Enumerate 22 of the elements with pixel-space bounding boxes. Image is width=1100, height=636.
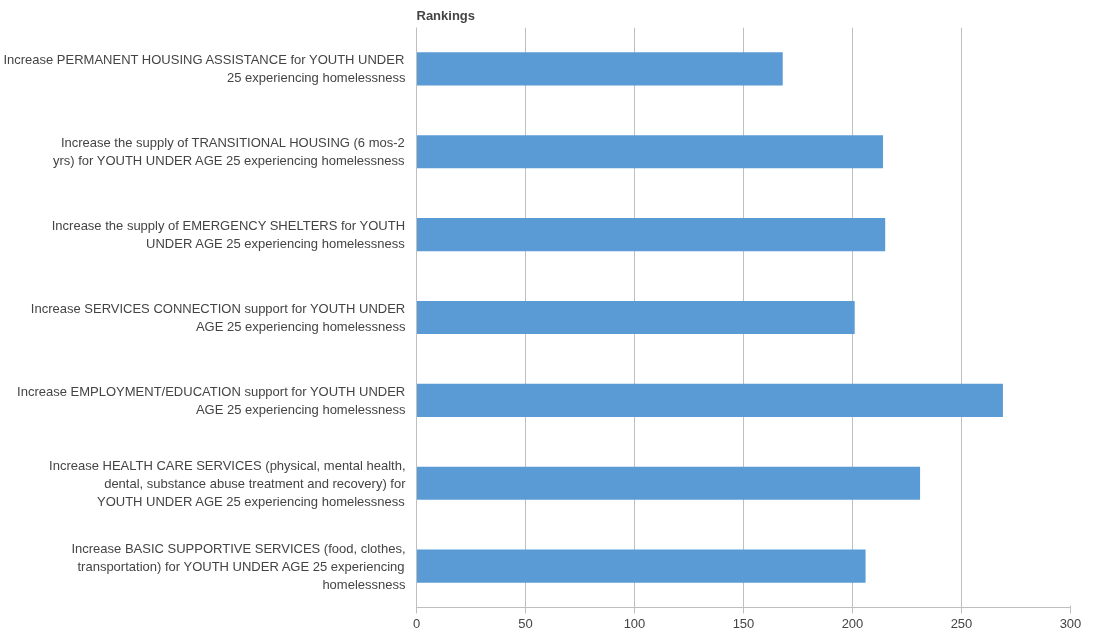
x-tick-label: 250 bbox=[950, 615, 973, 631]
bar bbox=[416, 383, 1003, 417]
bar bbox=[416, 549, 866, 583]
chart-title: Rankings bbox=[416, 7, 476, 23]
y-tick-label: Increase PERMANENT HOUSING ASSISTANCE for YOUTH UNDER 25 experiencing homelessness bbox=[3, 52, 406, 86]
y-tick-label: Increase SERVICES CONNECTION support for YOUTH UNDER AGE 25 experiencing homelessness bbox=[30, 301, 406, 334]
y-tick-label: Increase BASIC SUPPORTIVE SERVICES (food, clothes, transportation) for YOUTH UNDER AGE 25 experiencing homelessness bbox=[71, 540, 406, 592]
y-tick-label: Increase HEALTH CARE SERVICES (physical, mental health, dental, substance abuse treatment and recovery) for YOUTH UNDER AGE 25 experiencing homelessness bbox=[49, 457, 407, 509]
bar bbox=[416, 218, 886, 252]
x-tick-label: 200 bbox=[841, 615, 864, 631]
y-tick-label: Increase the supply of EMERGENCY SHELTERS for YOUTH UNDER AGE 25 experiencing homelessness bbox=[51, 218, 406, 252]
x-tick-label: 150 bbox=[732, 615, 755, 631]
x-tick-label: 0 bbox=[412, 615, 421, 631]
x-tick-label: 300 bbox=[1059, 615, 1082, 631]
y-tick-label: Increase the supply of TRANSITIONAL HOUSING (6 mos-2 yrs) for YOUTH UNDER AGE 25 experiencing homelessness bbox=[52, 135, 406, 169]
bar bbox=[416, 52, 783, 86]
bar bbox=[416, 300, 855, 335]
x-tick-label: 50 bbox=[518, 615, 533, 631]
x-tick-label: 100 bbox=[623, 615, 646, 631]
bar bbox=[416, 466, 921, 500]
bar bbox=[416, 135, 884, 169]
y-tick-label: Increase EMPLOYMENT/EDUCATION support for YOUTH UNDER AGE 25 experiencing homelessness bbox=[17, 383, 406, 417]
